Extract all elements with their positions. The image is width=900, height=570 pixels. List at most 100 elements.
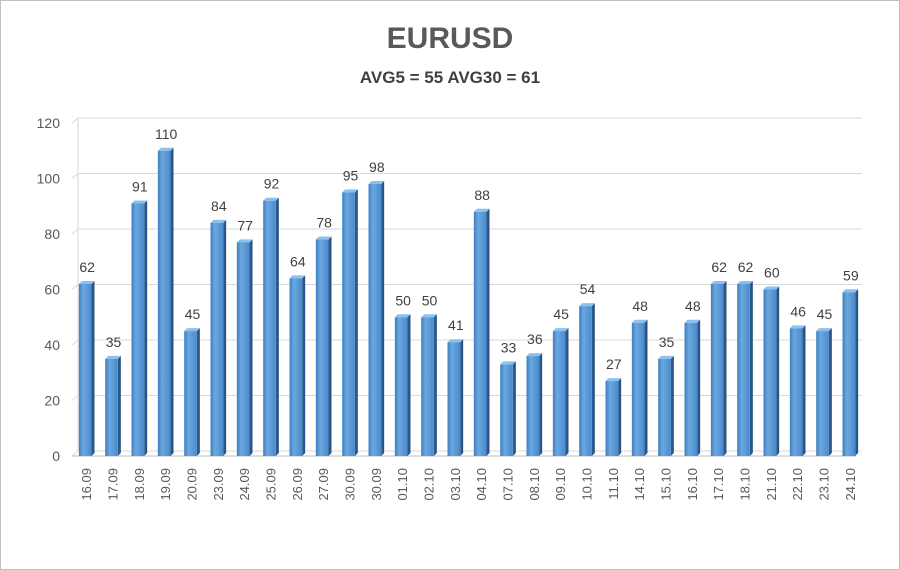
gridline-diag: [71, 395, 79, 401]
bar-side: [381, 181, 385, 457]
x-tick-label: 10.10: [580, 468, 595, 501]
bar: [368, 181, 385, 457]
bar-front: [605, 381, 619, 456]
bar-side: [618, 378, 622, 456]
bar-top: [552, 328, 569, 332]
x-tick-label: 17.10: [711, 468, 726, 501]
bar-side: [512, 361, 516, 456]
gridline-diag: [71, 228, 79, 235]
data-label: 98: [369, 159, 385, 175]
data-label: 33: [501, 339, 517, 355]
data-label: 59: [843, 267, 859, 283]
bar: [315, 236, 332, 456]
bar-front: [315, 239, 329, 456]
bar-side: [855, 289, 859, 456]
data-label: 110: [155, 126, 178, 142]
bar: [342, 189, 358, 456]
bar-front: [236, 242, 250, 456]
x-tick-label: 20.09: [185, 468, 200, 501]
bar-top: [368, 181, 385, 185]
chart-subtitle: AVG5 = 55 AVG30 = 61: [359, 68, 541, 87]
bar: [552, 328, 569, 456]
bar-top: [289, 275, 306, 279]
bar-side: [223, 219, 227, 456]
bar-front: [842, 292, 856, 456]
bar-front: [289, 278, 303, 456]
bar-top: [737, 280, 753, 284]
bar-top: [789, 325, 806, 329]
bar-side: [486, 208, 490, 456]
x-tick-label: 14.10: [632, 468, 647, 501]
gridline-diag: [71, 450, 79, 457]
bar-top: [131, 200, 148, 204]
x-tick-label: 21.10: [764, 468, 779, 501]
x-tick-label: 27.09: [316, 468, 331, 501]
x-tick-label: 01.10: [395, 468, 410, 501]
data-label: 84: [211, 198, 227, 214]
bar: [236, 239, 253, 456]
bar-front: [631, 322, 645, 456]
bar-side: [749, 280, 753, 456]
bar: [737, 280, 753, 456]
bar-top: [684, 319, 701, 323]
bar-side: [196, 328, 200, 456]
data-label: 77: [237, 217, 253, 233]
bar-front: [526, 356, 540, 456]
bar-side: [407, 314, 411, 456]
bar-top: [394, 314, 411, 318]
x-tick-label: 11.10: [606, 468, 621, 500]
y-tick-label: 20: [44, 393, 60, 409]
bar-top: [184, 328, 200, 332]
bar-side: [670, 355, 674, 456]
bar-side: [170, 147, 174, 456]
bar-front: [157, 150, 171, 456]
bar-top: [605, 378, 622, 382]
gridline-diag: [71, 173, 79, 179]
bar-side: [565, 328, 569, 456]
bar-top: [710, 280, 727, 284]
bar-front: [789, 328, 803, 456]
bar-top: [842, 289, 859, 293]
bar-top: [658, 355, 674, 359]
bar-front: [710, 283, 724, 456]
bar-side: [91, 280, 95, 456]
x-axis-labels: 16.09 17.09 18.09 19.09 20.09 23.09 24.09 25.09…: [79, 468, 858, 501]
bar: [78, 280, 95, 456]
bar-side: [697, 319, 701, 456]
bar-front: [210, 222, 224, 456]
data-label: 35: [106, 334, 122, 350]
chart-title: EURUSD: [386, 22, 514, 55]
bar-top: [631, 319, 648, 323]
y-tick-label: 80: [44, 226, 60, 242]
bar-side: [328, 236, 332, 456]
bar: [605, 378, 622, 456]
bar-top: [500, 361, 516, 365]
bar-top: [763, 286, 780, 290]
data-label: 78: [316, 215, 332, 231]
bar-side: [802, 325, 806, 456]
bar-side: [644, 319, 648, 456]
bar: [631, 319, 648, 456]
gridline-diag: [71, 339, 79, 346]
x-tick-label: 22.10: [790, 468, 805, 501]
x-tick-label: 17.09: [106, 468, 121, 501]
bar-front: [552, 331, 566, 456]
y-axis: 0 20 40 60 80 100 120: [37, 115, 856, 464]
data-label: 64: [290, 253, 306, 269]
x-tick-label: 04.10: [474, 468, 489, 501]
bar: [500, 361, 516, 456]
x-tick-label: 16.09: [79, 468, 94, 501]
bar-front: [579, 306, 592, 456]
bar: [447, 339, 464, 456]
x-tick-label: 09.10: [553, 468, 568, 501]
bar-front: [500, 364, 513, 456]
bar: [526, 353, 543, 456]
bar: [684, 319, 701, 456]
x-tick-label: 08.10: [527, 468, 542, 501]
bar-top: [421, 314, 437, 318]
y-tick-label: 100: [37, 171, 61, 187]
x-tick-label: 30.09: [343, 468, 358, 501]
bar: [579, 303, 595, 456]
x-tick-label: 16.10: [685, 468, 700, 501]
